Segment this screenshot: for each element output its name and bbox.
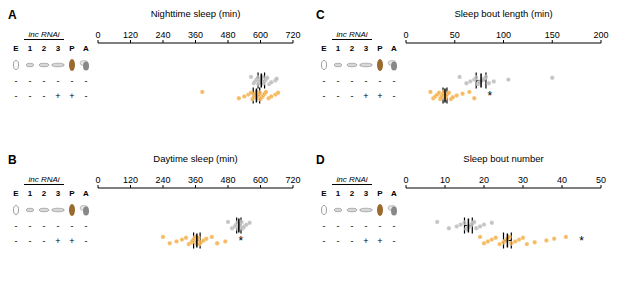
svg-text:100: 100 bbox=[496, 30, 511, 40]
svg-text:480: 480 bbox=[220, 175, 235, 185]
html-text:1: 1 bbox=[335, 44, 341, 53]
html-text:1: 1 bbox=[27, 44, 33, 53]
svg-text:*: * bbox=[239, 234, 244, 248]
svg-text:240: 240 bbox=[155, 30, 170, 40]
html-text:inc RNAi: inc RNAi bbox=[336, 175, 368, 184]
html-text:E: E bbox=[321, 189, 327, 198]
svg-text:30: 30 bbox=[518, 175, 528, 185]
html-text:3: 3 bbox=[55, 189, 61, 198]
html-text:E: E bbox=[321, 44, 327, 53]
html-text:2: 2 bbox=[349, 189, 355, 198]
html-text:P: P bbox=[377, 44, 383, 53]
svg-text:0: 0 bbox=[403, 30, 408, 40]
html-text:Sleep bout number: Sleep bout number bbox=[463, 153, 544, 164]
svg-text:600: 600 bbox=[253, 175, 268, 185]
svg-text:720: 720 bbox=[285, 175, 300, 185]
svg-text:20: 20 bbox=[479, 175, 489, 185]
html-text:inc RNAi: inc RNAi bbox=[28, 30, 60, 39]
html-text:Sleep bout length (min): Sleep bout length (min) bbox=[454, 8, 553, 19]
html-text:A: A bbox=[8, 8, 17, 22]
svg-text:0: 0 bbox=[95, 30, 100, 40]
html-text:E: E bbox=[13, 189, 19, 198]
html-text:inc RNAi: inc RNAi bbox=[28, 175, 60, 184]
svg-text:0: 0 bbox=[403, 175, 408, 185]
html-text:B: B bbox=[8, 153, 17, 167]
html-text:P: P bbox=[377, 189, 383, 198]
svg-text:480: 480 bbox=[220, 30, 235, 40]
svg-text:600: 600 bbox=[253, 30, 268, 40]
svg-text:10: 10 bbox=[440, 175, 450, 185]
svg-text:200: 200 bbox=[593, 30, 608, 40]
html-text:2: 2 bbox=[41, 189, 47, 198]
html-text:D: D bbox=[316, 153, 325, 167]
svg-text:360: 360 bbox=[188, 175, 203, 185]
html-text:1: 1 bbox=[335, 189, 341, 198]
html-text:1: 1 bbox=[27, 189, 33, 198]
html-text:A: A bbox=[83, 44, 89, 53]
svg-text:120: 120 bbox=[123, 175, 138, 185]
svg-text:*: * bbox=[579, 234, 584, 248]
svg-text:*: * bbox=[488, 89, 493, 103]
svg-text:120: 120 bbox=[123, 30, 138, 40]
svg-text:150: 150 bbox=[545, 30, 560, 40]
html-text:3: 3 bbox=[55, 44, 61, 53]
html-text:inc RNAi: inc RNAi bbox=[336, 30, 368, 39]
svg-text:50: 50 bbox=[450, 30, 460, 40]
html-text:Nighttime sleep (min): Nighttime sleep (min) bbox=[150, 8, 241, 19]
svg-text:360: 360 bbox=[188, 30, 203, 40]
html-text:E: E bbox=[13, 44, 19, 53]
html-text:P: P bbox=[69, 189, 75, 198]
html-text:3: 3 bbox=[363, 44, 369, 53]
svg-text:50: 50 bbox=[596, 175, 606, 185]
html-text:C: C bbox=[316, 8, 325, 22]
html-text:2: 2 bbox=[41, 44, 47, 53]
html-text:P: P bbox=[69, 44, 75, 53]
html-text:A: A bbox=[391, 44, 397, 53]
html-text:3: 3 bbox=[363, 189, 369, 198]
html-text:A: A bbox=[391, 189, 397, 198]
svg-text:0: 0 bbox=[95, 175, 100, 185]
svg-text:240: 240 bbox=[155, 175, 170, 185]
html-text:2: 2 bbox=[349, 44, 355, 53]
svg-text:40: 40 bbox=[557, 175, 567, 185]
html-text:Daytime sleep (min): Daytime sleep (min) bbox=[153, 153, 238, 164]
svg-text:720: 720 bbox=[285, 30, 300, 40]
html-text:A: A bbox=[83, 189, 89, 198]
